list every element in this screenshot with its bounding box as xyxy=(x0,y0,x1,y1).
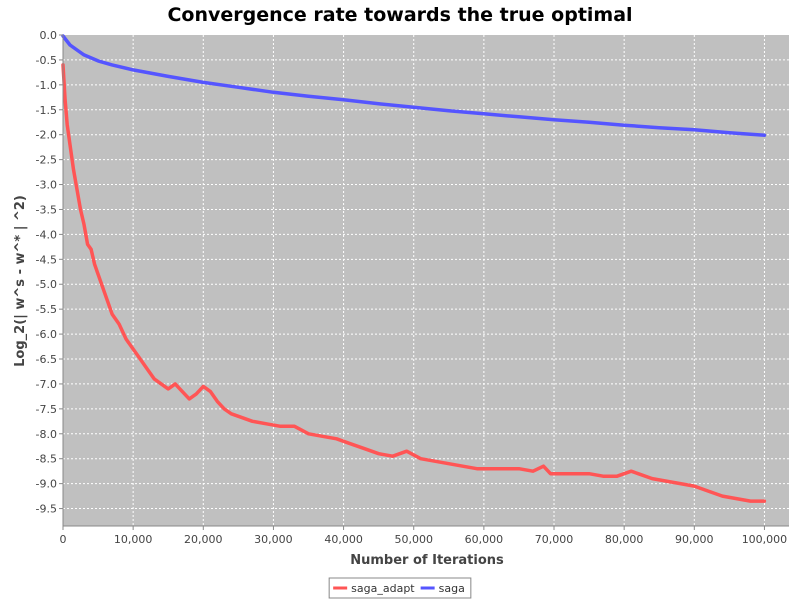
legend: saga_adapt saga xyxy=(328,577,472,599)
y-tick-label: -2.5 xyxy=(36,154,57,167)
y-tick-label: -1.5 xyxy=(36,104,57,117)
series-line-saga xyxy=(61,34,767,137)
plot-area xyxy=(63,35,789,526)
y-tick-label: -3.0 xyxy=(36,179,57,192)
x-tick-label: 0 xyxy=(60,533,67,546)
x-tick-label: 60,000 xyxy=(465,533,504,546)
y-tick-label: -0.5 xyxy=(36,54,57,67)
x-tick-label: 50,000 xyxy=(394,533,433,546)
x-tick-label: 40,000 xyxy=(324,533,363,546)
y-tick-label: -4.5 xyxy=(36,253,57,266)
y-tick-label: -9.0 xyxy=(36,478,57,491)
grid xyxy=(63,35,789,526)
y-tick-label: 0.0 xyxy=(40,29,58,42)
x-tick-label: 70,000 xyxy=(535,533,574,546)
series-line-saga_adapt xyxy=(61,63,767,503)
x-tick-label: 30,000 xyxy=(254,533,293,546)
x-tick-label: 20,000 xyxy=(184,533,223,546)
legend-box xyxy=(328,577,472,599)
x-tick-label: 10,000 xyxy=(114,533,153,546)
y-tick-label: -7.5 xyxy=(36,403,57,416)
x-tick-label: 80,000 xyxy=(605,533,644,546)
axes: 0 10,000 20,000 30,000 40,000 50,000 60,000 70,… xyxy=(36,29,789,546)
y-tick-label: -4.0 xyxy=(36,228,57,241)
y-tick-label: -3.5 xyxy=(36,203,57,216)
x-tick-label: 90,000 xyxy=(675,533,714,546)
y-tick-label: -8.5 xyxy=(36,453,57,466)
y-tick-label: -5.0 xyxy=(36,278,57,291)
legend-label: saga_adapt xyxy=(351,582,415,595)
y-tick-label: -7.0 xyxy=(36,378,57,391)
y-tick-label: -2.0 xyxy=(36,129,57,142)
y-tick-label: -6.5 xyxy=(36,353,57,366)
y-tick-label: -1.0 xyxy=(36,79,57,92)
x-axis-label: Number of Iterations xyxy=(350,553,504,568)
legend-label: saga xyxy=(439,582,465,595)
y-tick-label: -5.5 xyxy=(36,303,57,316)
x-tick-label: 100,000 xyxy=(742,533,788,546)
y-tick-label: -8.0 xyxy=(36,428,57,441)
chart-title: Convergence rate towards the true optima… xyxy=(167,4,632,26)
y-tick-label: -9.5 xyxy=(36,503,57,516)
series-lines xyxy=(61,34,767,503)
y-tick-label: -6.0 xyxy=(36,328,57,341)
y-axis-label: Log_2(| w^s - w^* | ^2) xyxy=(13,195,28,367)
